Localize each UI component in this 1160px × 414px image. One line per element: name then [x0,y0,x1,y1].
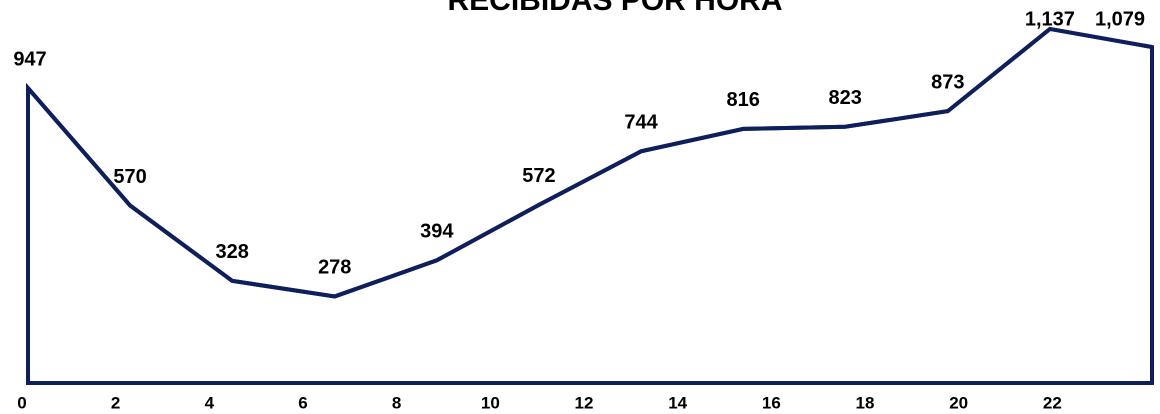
x-tick-label: 8 [392,393,401,412]
data-label: 1,079 [1095,8,1145,30]
data-label: 744 [624,112,658,134]
data-label: 816 [726,89,759,111]
data-label: 823 [829,87,862,109]
x-tick-label: 4 [205,393,215,412]
line [26,26,1153,299]
x-tick-label: 18 [856,393,875,412]
x-tick-label: 14 [668,393,687,412]
x-tick-label: 2 [111,393,120,412]
data-label: 947 [13,48,46,70]
chart-title: RECIBIDAS POR HORA [447,0,782,17]
data-label: 278 [318,257,351,279]
data-label: 1,137 [1025,8,1075,30]
x-tick-label: 20 [949,393,968,412]
data-label: 572 [522,165,555,187]
x-tick-label: 6 [298,393,307,412]
x-tick-label: 22 [1043,393,1062,412]
x-tick-label: 12 [575,393,594,412]
data-label: 394 [420,221,454,243]
data-label: 328 [216,241,249,263]
data-label: 570 [113,166,146,188]
x-tick-label: 0 [17,393,26,412]
x-tick-label: 16 [762,393,781,412]
x-tick-label: 10 [481,393,500,412]
data-label: 873 [931,71,964,93]
